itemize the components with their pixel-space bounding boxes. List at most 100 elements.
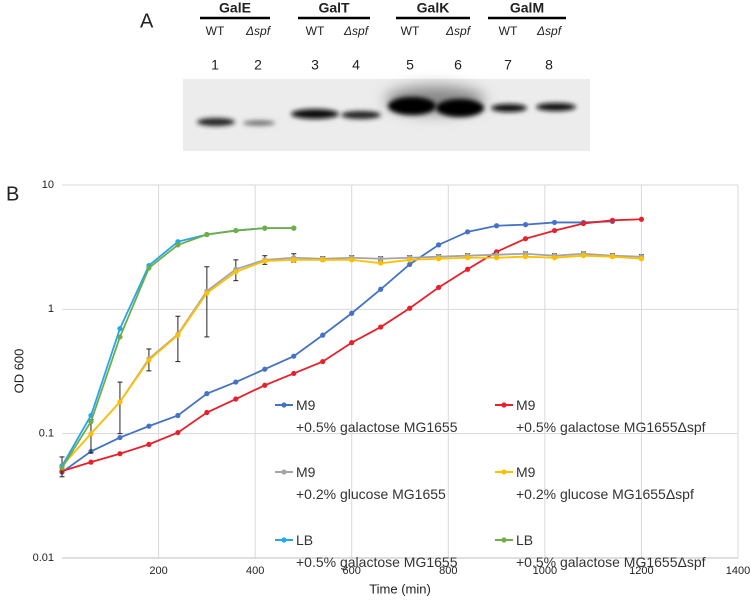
lane-genotype: WT	[206, 24, 225, 38]
data-point	[349, 257, 355, 263]
data-point	[638, 216, 645, 222]
data-point	[320, 358, 326, 365]
data-point	[262, 258, 268, 264]
legend-entry: M9 +0.2% glucose MG1655	[296, 464, 446, 502]
x-tick-label: 1200	[629, 565, 653, 577]
data-point	[551, 227, 558, 234]
data-point	[117, 334, 123, 340]
data-point	[88, 431, 94, 437]
data-point	[320, 257, 326, 263]
y-tick-label: 0.1	[39, 428, 54, 440]
legend-entry: LB +0.5% galactose MG1655Δspf	[516, 532, 706, 570]
legend-entry: M9 +0.2% glucose MG1655Δspf	[516, 464, 694, 502]
y-axis-label: OD 600	[11, 349, 26, 394]
data-point	[609, 254, 616, 260]
data-point	[436, 256, 442, 262]
legend-swatch-marker	[501, 402, 507, 408]
y-tick-label: 10	[42, 179, 54, 191]
data-point	[436, 284, 442, 291]
data-point	[233, 396, 239, 402]
lane-genotype: WT	[306, 24, 325, 38]
data-point	[262, 366, 268, 372]
lane-number: 6	[454, 57, 462, 73]
x-tick-label: 1000	[533, 565, 557, 577]
data-point	[117, 325, 123, 332]
x-tick-label: 600	[343, 565, 361, 577]
group-label: GalK	[417, 0, 450, 16]
data-point	[551, 255, 558, 261]
data-point	[378, 286, 384, 292]
panel-label: A	[140, 10, 154, 32]
blot	[183, 79, 590, 151]
lane-genotype: Δspf	[245, 24, 272, 38]
legend-entry: M9 +0.5% galactose MG1655	[296, 397, 458, 435]
data-point	[146, 441, 152, 447]
data-point	[117, 399, 123, 405]
data-point	[609, 217, 616, 223]
data-point	[493, 255, 500, 261]
blot-bands	[197, 86, 576, 126]
data-point	[233, 269, 239, 275]
y-tick-label: 1	[48, 303, 54, 315]
data-point	[407, 261, 413, 267]
data-point	[465, 266, 471, 272]
y-tick-label: 0.01	[33, 552, 54, 564]
data-point	[522, 254, 529, 260]
data-point	[407, 257, 413, 263]
data-point	[291, 225, 297, 231]
data-point	[175, 429, 181, 436]
lane-number: 7	[504, 57, 512, 73]
group-label: GalT	[318, 0, 350, 16]
data-point	[146, 357, 152, 363]
data-point	[580, 253, 587, 259]
data-point	[262, 225, 268, 231]
lane-number: 2	[254, 57, 262, 73]
legend-entry: M9 +0.5% galactose MG1655Δspf	[516, 397, 706, 435]
legend-swatch-marker	[501, 537, 507, 543]
lane-number: 8	[545, 57, 553, 73]
data-point	[175, 412, 181, 419]
data-point	[291, 370, 297, 377]
data-point	[465, 229, 471, 235]
data-point	[233, 227, 239, 234]
data-point	[436, 242, 442, 248]
data-point	[204, 391, 210, 397]
lane-genotype: Δspf	[445, 24, 472, 38]
x-tick-label: 200	[149, 565, 167, 577]
lane-genotype: WT	[401, 24, 420, 38]
data-point	[378, 256, 384, 262]
lane-genotype: Δspf	[343, 24, 370, 38]
legend-swatch-marker	[281, 469, 287, 475]
x-tick-label: 1400	[726, 565, 750, 577]
lane-number: 3	[311, 57, 319, 73]
legend-swatch-marker	[501, 469, 507, 475]
data-point	[522, 236, 529, 242]
data-point	[465, 255, 471, 261]
data-point	[580, 220, 587, 227]
panel-label: B	[6, 183, 19, 205]
data-point	[146, 423, 152, 429]
data-point	[175, 242, 181, 248]
data-point	[522, 222, 529, 228]
data-point	[175, 332, 181, 338]
data-point	[638, 256, 645, 262]
data-point	[146, 265, 152, 271]
data-point	[204, 231, 210, 238]
data-point	[233, 379, 239, 385]
data-point	[204, 290, 210, 296]
error-bar	[117, 381, 123, 435]
legend-entry: LB +0.5% galactose MG1655	[296, 532, 458, 570]
data-point	[204, 409, 210, 416]
data-point	[493, 223, 500, 229]
data-point	[59, 465, 65, 471]
error-bar	[175, 315, 181, 363]
data-point	[551, 219, 558, 226]
lane-number: 1	[211, 57, 219, 73]
data-point	[262, 382, 268, 388]
data-point	[117, 451, 123, 457]
data-point	[349, 340, 355, 346]
group-label: GalM	[510, 0, 544, 16]
data-point	[291, 257, 297, 263]
data-point	[88, 419, 94, 425]
